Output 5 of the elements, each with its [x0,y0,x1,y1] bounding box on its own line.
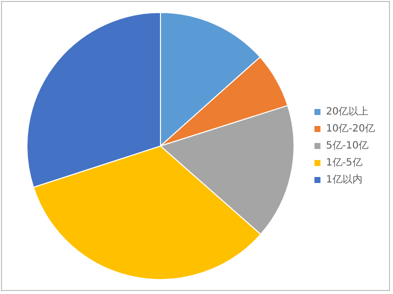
legend-label: 10亿-20亿 [326,124,376,135]
legend-label: 20亿以上 [326,106,369,118]
legend-label: 1亿以内 [326,174,362,186]
legend-label: 5亿-10亿 [326,140,369,152]
legend-label: 1亿-5亿 [326,158,362,169]
